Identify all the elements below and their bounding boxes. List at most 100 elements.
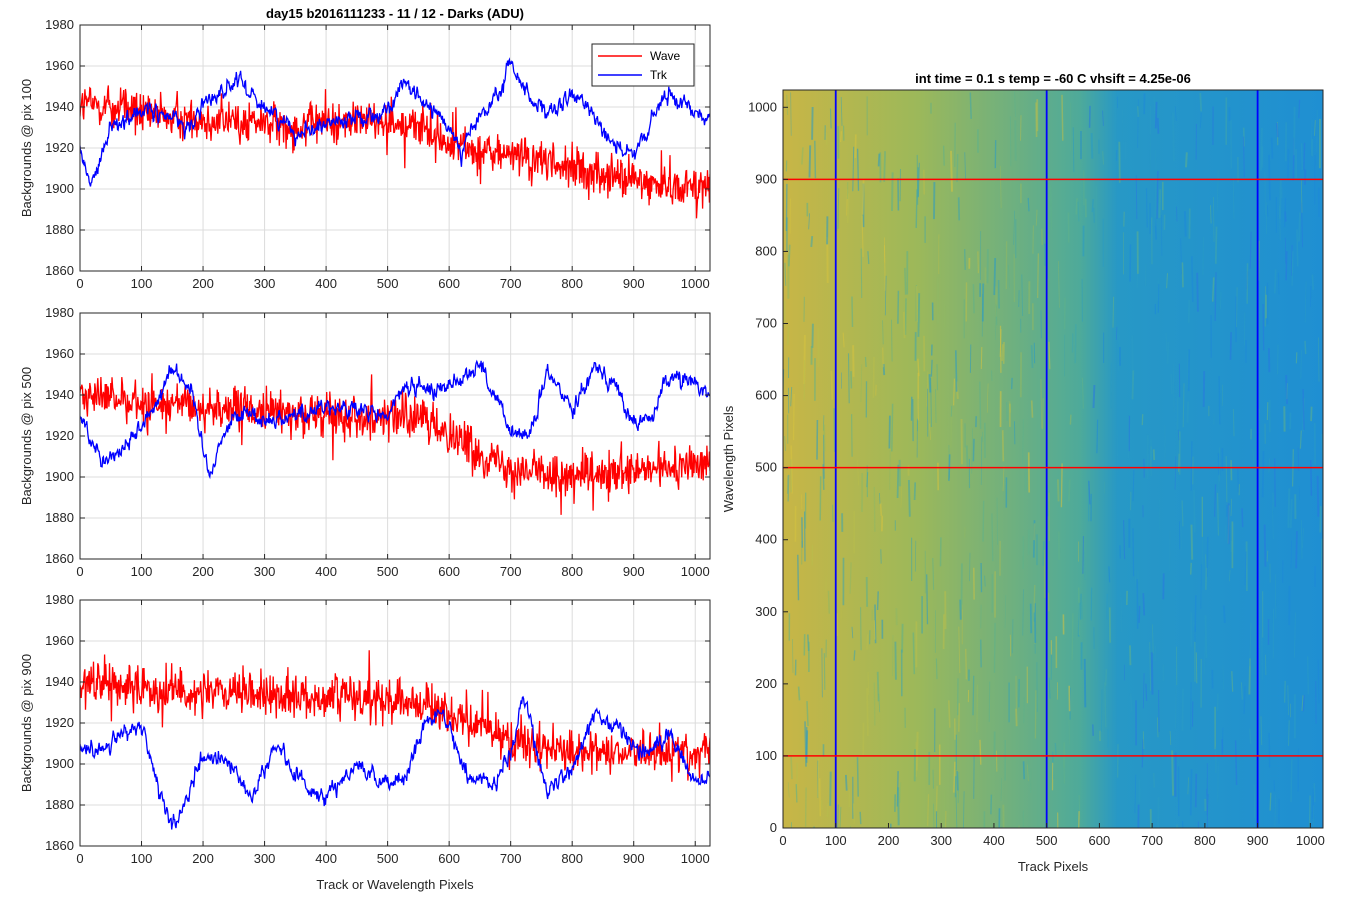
heatmap-streak xyxy=(958,703,960,732)
heatmap-streak xyxy=(1108,566,1111,583)
heatmap-streak xyxy=(900,486,903,508)
heatmap-streak xyxy=(1080,601,1084,620)
heatmap-streak xyxy=(962,791,965,828)
heatmap-streak xyxy=(1214,484,1217,517)
heatmap-streak xyxy=(1134,774,1137,814)
x-tick-label: 300 xyxy=(254,564,276,579)
heatmap-streak xyxy=(790,445,793,494)
heatmap-streak xyxy=(892,634,894,677)
heatmap-streak xyxy=(846,193,850,224)
heatmap-streak xyxy=(833,408,836,452)
heatmap-streak xyxy=(1232,409,1235,437)
y-tick-label: 1880 xyxy=(45,222,74,237)
heatmap-streak xyxy=(1283,680,1286,703)
heatmap-streak xyxy=(1285,375,1289,405)
heatmap-streak xyxy=(883,151,886,182)
heatmap-streak xyxy=(866,472,869,488)
heatmap-streak xyxy=(1206,793,1209,816)
heatmap-streak xyxy=(913,482,917,501)
x-tick-label: 100 xyxy=(131,564,153,579)
heatmap-streak xyxy=(1104,682,1107,728)
heatmap-streak xyxy=(1189,769,1193,816)
series-line-trk xyxy=(80,695,710,830)
heatmap-streak xyxy=(1029,603,1033,634)
heatmap-streak xyxy=(888,415,891,449)
heatmap-streak xyxy=(1154,101,1158,129)
heatmap-streak xyxy=(1311,274,1315,290)
heatmap-ylabel: Wavelength Pixels xyxy=(721,405,736,512)
heatmap-streak xyxy=(1187,299,1191,323)
heatmap-streak xyxy=(1074,324,1077,364)
heatmap-overlay-lines xyxy=(783,90,1323,828)
heatmap-streak xyxy=(977,251,980,274)
heatmap-streak xyxy=(929,423,931,440)
heatmap-streak xyxy=(842,332,845,348)
heatmap-streak xyxy=(1102,151,1104,165)
heatmap-streak xyxy=(1307,656,1309,695)
x-tick-label: 200 xyxy=(192,276,214,291)
heatmap-streak xyxy=(914,540,917,572)
heatmap-streak xyxy=(1179,522,1182,550)
heatmap-streak xyxy=(822,464,825,490)
heatmap-streak xyxy=(1199,112,1202,129)
heatmap-streak xyxy=(1083,658,1087,708)
heatmap-streak xyxy=(1166,341,1170,364)
y-tick-label: 1900 xyxy=(45,469,74,484)
heatmap-streak xyxy=(980,436,983,485)
heatmap-streak xyxy=(1027,452,1031,493)
heatmap-background xyxy=(783,90,1323,828)
heatmap-streak xyxy=(953,761,956,793)
heatmap-streak xyxy=(1072,127,1075,172)
heatmap-streak xyxy=(874,604,877,644)
x-tick-label: 100 xyxy=(131,276,153,291)
heatmap-streak xyxy=(1242,136,1245,178)
heatmap-streak xyxy=(1181,688,1184,731)
heatmap-streak xyxy=(1022,589,1024,636)
heatmap-streak xyxy=(935,785,938,812)
heatmap-streak xyxy=(1206,536,1209,577)
heatmap-streak xyxy=(876,671,880,702)
x-tick-label: 1000 xyxy=(681,276,710,291)
heatmap-streak xyxy=(1096,419,1099,454)
heatmap-ticks: 0 100 200 300 400 500 600 700 800 900 1000 0 100 200 3… xyxy=(748,99,1325,848)
legend: Wave Trk xyxy=(591,43,695,87)
x-tick-label: 500 xyxy=(377,276,399,291)
heatmap-streak xyxy=(1196,272,1199,312)
heatmap-streak xyxy=(1264,171,1266,216)
heatmap-streak xyxy=(1023,697,1025,724)
series-line-wave xyxy=(80,650,710,782)
heatmap-streak xyxy=(1249,728,1252,744)
y-tick-label: 1900 xyxy=(45,181,74,196)
heatmap-streak xyxy=(999,165,1002,209)
line-plot-pix-500: 0 100 200 300 400 500 600 700 800 900 1000 1860 1880… xyxy=(19,305,711,579)
heatmap-streak xyxy=(1249,231,1252,269)
heatmap-streak xyxy=(1273,269,1277,294)
heatmap-streak xyxy=(1157,797,1160,828)
heatmap-streak xyxy=(1014,91,1016,117)
x-tick-label: 900 xyxy=(623,276,645,291)
heatmap-streak xyxy=(1304,281,1307,323)
heatmap-streak xyxy=(1191,256,1194,302)
heatmap-streak xyxy=(1291,244,1293,276)
heatmap-streak xyxy=(786,94,789,116)
heatmap-streak xyxy=(882,320,884,345)
heatmap-streak xyxy=(1034,690,1037,739)
heatmap-streak xyxy=(1293,106,1296,156)
heatmap-streak xyxy=(797,554,800,601)
heatmap-streak xyxy=(856,757,859,797)
x-tick-label: 400 xyxy=(983,833,1005,848)
heatmap-streak xyxy=(1277,272,1280,295)
heatmap-streak xyxy=(972,438,975,462)
heatmap-streak xyxy=(1142,593,1146,616)
heatmap-streak xyxy=(1286,383,1288,400)
heatmap-streak xyxy=(1174,680,1177,729)
y-tick-label: 1920 xyxy=(45,428,74,443)
heatmap-streak xyxy=(1270,137,1274,159)
heatmap-streak xyxy=(1219,291,1222,310)
heatmap-streak xyxy=(1129,244,1132,282)
heatmap-streak xyxy=(867,251,870,265)
heatmap-streak xyxy=(1171,112,1175,162)
x-tick-label: 700 xyxy=(1141,833,1163,848)
heatmap-streak xyxy=(840,580,843,619)
heatmap-streak xyxy=(976,684,979,733)
